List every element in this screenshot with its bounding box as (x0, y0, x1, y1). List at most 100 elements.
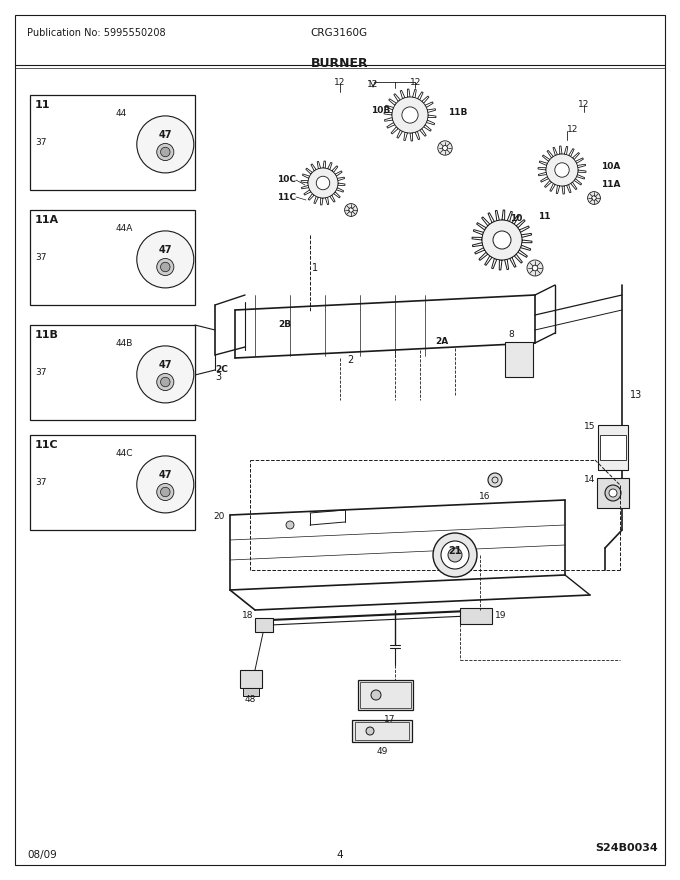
Text: 47: 47 (158, 470, 172, 480)
Text: 12: 12 (410, 78, 422, 87)
Circle shape (157, 483, 174, 501)
Bar (355, 722, 409, 740)
Text: 2B: 2B (278, 320, 291, 329)
Circle shape (137, 231, 194, 288)
Text: 2C: 2C (215, 365, 228, 374)
Text: 11: 11 (538, 212, 551, 221)
Text: 11C: 11C (35, 440, 58, 450)
Text: 37: 37 (35, 368, 46, 377)
Bar (30, 95, 195, 190)
Text: 49: 49 (376, 747, 388, 756)
Circle shape (160, 488, 170, 496)
Text: 44C: 44C (116, 450, 133, 458)
Bar (598, 425, 628, 470)
Text: BURNER: BURNER (311, 57, 369, 70)
Bar (30, 325, 195, 420)
Text: 2A: 2A (435, 337, 448, 346)
Circle shape (448, 548, 462, 562)
Text: 11B: 11B (448, 108, 467, 117)
Text: 47: 47 (158, 130, 172, 140)
Circle shape (527, 260, 543, 276)
Text: 11A: 11A (35, 215, 59, 225)
Text: 8: 8 (508, 330, 514, 339)
Text: 44: 44 (116, 109, 127, 119)
Text: 37: 37 (35, 253, 46, 262)
Text: 10B: 10B (371, 106, 390, 115)
Text: Publication No: 5995550208: Publication No: 5995550208 (27, 28, 166, 38)
Bar (360, 682, 411, 708)
Bar (352, 720, 412, 742)
Text: 12: 12 (567, 125, 579, 134)
Text: 47: 47 (158, 360, 172, 370)
Text: 2: 2 (347, 355, 353, 365)
Circle shape (438, 141, 452, 155)
Circle shape (157, 373, 174, 391)
Text: 4: 4 (337, 850, 343, 860)
Bar (240, 670, 262, 688)
Circle shape (588, 192, 600, 204)
Circle shape (402, 106, 418, 123)
Circle shape (443, 145, 447, 150)
Text: 1: 1 (312, 263, 318, 273)
Circle shape (137, 116, 194, 172)
Text: 37: 37 (35, 478, 46, 487)
Text: 12: 12 (578, 100, 590, 109)
Bar (243, 688, 259, 696)
Text: 19: 19 (495, 612, 507, 620)
Circle shape (592, 195, 596, 201)
Bar (600, 435, 626, 460)
Circle shape (157, 259, 174, 275)
Text: 21: 21 (448, 546, 462, 556)
Text: 14: 14 (583, 475, 595, 484)
Circle shape (493, 231, 511, 249)
Bar (255, 618, 273, 632)
Bar (460, 608, 492, 624)
Text: 12: 12 (367, 80, 379, 89)
Circle shape (605, 485, 621, 501)
Circle shape (308, 168, 338, 198)
Text: S24B0034: S24B0034 (595, 843, 658, 853)
Circle shape (137, 346, 194, 403)
Text: 37: 37 (35, 138, 46, 147)
Circle shape (532, 265, 538, 271)
Circle shape (433, 533, 477, 577)
Text: 10A: 10A (601, 162, 620, 171)
Circle shape (157, 143, 174, 160)
Circle shape (345, 203, 358, 216)
Text: 11A: 11A (601, 180, 620, 189)
Text: 44A: 44A (116, 224, 133, 233)
Bar (358, 680, 413, 710)
Circle shape (371, 690, 381, 700)
Text: 11B: 11B (35, 330, 59, 340)
Text: 44B: 44B (116, 340, 133, 348)
Circle shape (366, 727, 374, 735)
Circle shape (441, 541, 469, 569)
Bar (30, 210, 195, 305)
Text: 47: 47 (158, 245, 172, 255)
Circle shape (488, 473, 502, 487)
Text: 18: 18 (241, 611, 253, 620)
Text: 11: 11 (35, 100, 50, 110)
Text: 13: 13 (630, 390, 642, 400)
Text: 16: 16 (479, 492, 490, 501)
Circle shape (316, 176, 330, 190)
Circle shape (392, 97, 428, 133)
Circle shape (482, 220, 522, 260)
Text: 20: 20 (214, 512, 225, 521)
Circle shape (546, 154, 578, 186)
Circle shape (349, 208, 353, 212)
Bar (597, 478, 629, 508)
Text: 11C: 11C (277, 193, 296, 202)
Circle shape (160, 147, 170, 157)
Circle shape (555, 163, 569, 177)
Text: 17: 17 (384, 715, 396, 724)
Text: 10C: 10C (277, 175, 296, 184)
Text: 3: 3 (215, 372, 221, 382)
Circle shape (286, 521, 294, 529)
Text: 12: 12 (335, 78, 345, 87)
Text: 48: 48 (244, 695, 256, 704)
Circle shape (137, 456, 194, 513)
Text: 15: 15 (583, 422, 595, 431)
Bar (505, 342, 533, 377)
Text: 08/09: 08/09 (27, 850, 56, 860)
